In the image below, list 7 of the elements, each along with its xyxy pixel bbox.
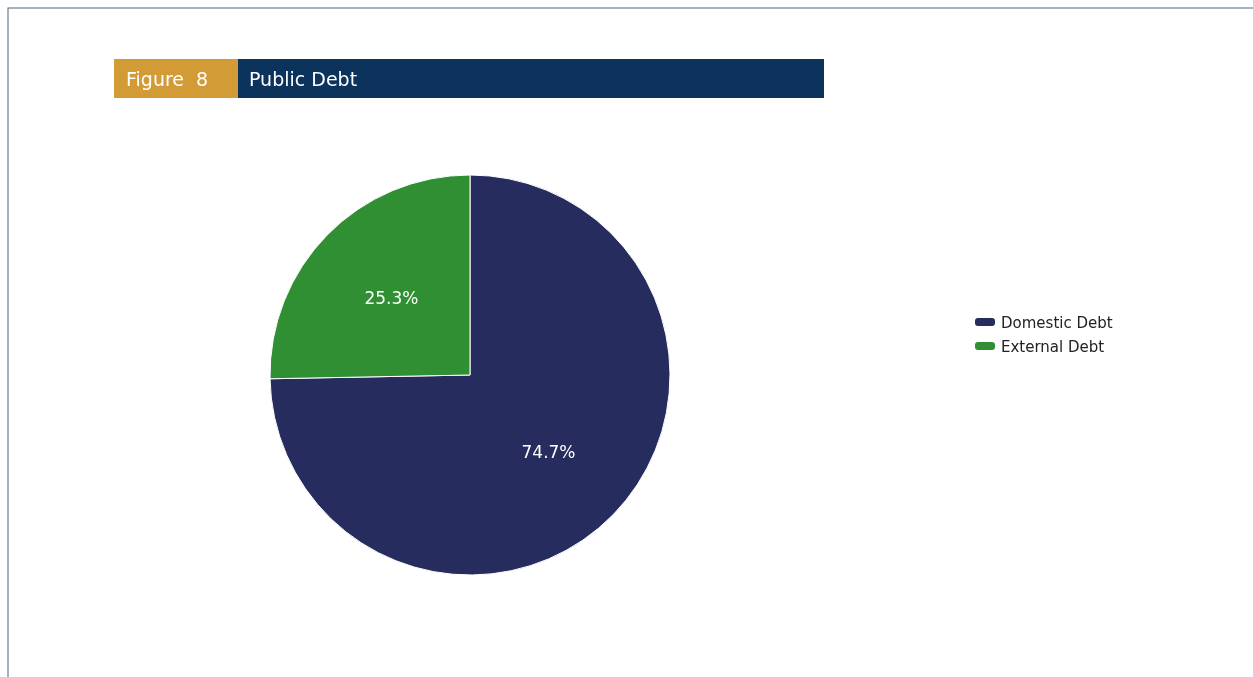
data-label: 25.3% xyxy=(364,287,419,308)
pie-slice xyxy=(269,174,671,576)
chart-title: Public Debt xyxy=(249,68,358,90)
legend-label: Domestic Debt xyxy=(1001,314,1113,332)
data-label: 74.7% xyxy=(521,442,576,462)
legend-label: External Debt xyxy=(1001,338,1105,356)
caption: Figure 8 xyxy=(126,68,209,90)
